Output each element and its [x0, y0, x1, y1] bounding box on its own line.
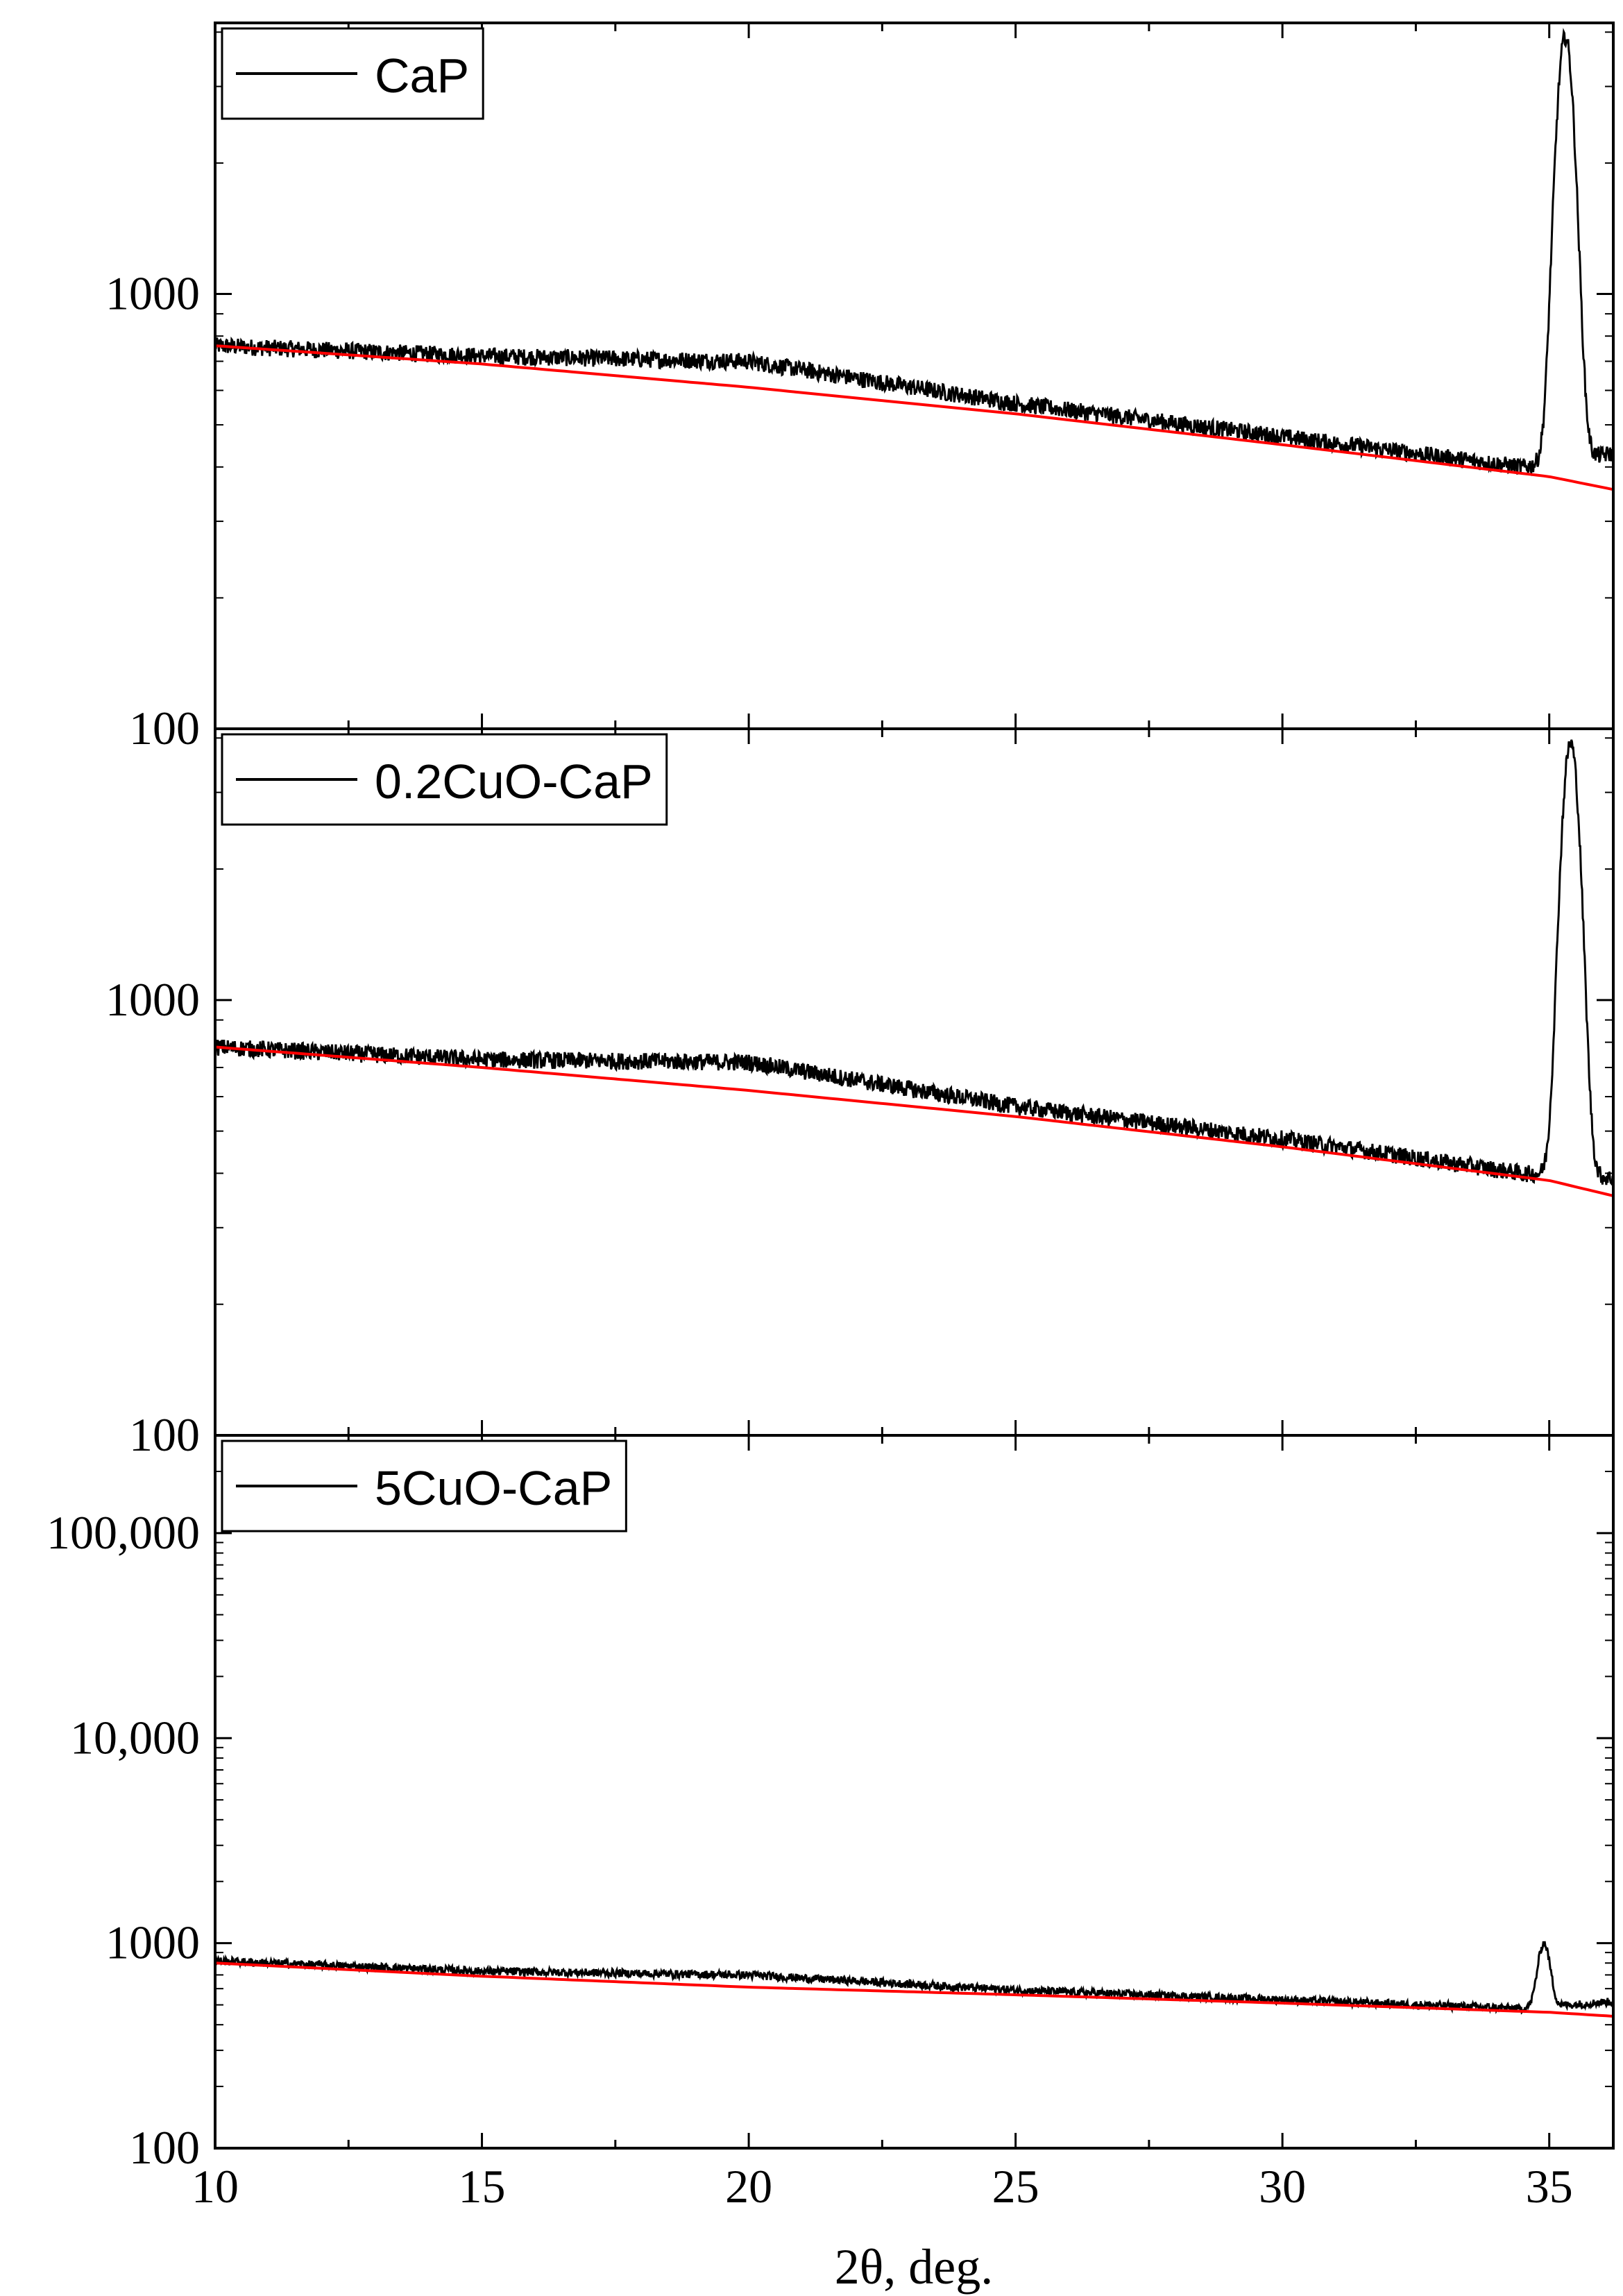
panel-1: 1000 100 CaP — [105, 22, 1615, 754]
legend-label: CaP — [375, 49, 469, 103]
background-fit-line — [216, 1045, 1612, 1197]
y-tick-label: 100 — [129, 1408, 200, 1461]
y-tick-label: 1000 — [105, 1916, 200, 1969]
legend-label: 0.2CuO-CaP — [375, 754, 653, 809]
y-tick-label: 100 — [129, 702, 200, 754]
y-tick-label: 100,000 — [46, 1506, 200, 1559]
x-tick-label: 20 — [725, 2160, 772, 2213]
y-tick-label: 10,000 — [70, 1711, 200, 1764]
x-tick-label: 15 — [459, 2160, 506, 2213]
y-tick-label: 100 — [129, 2121, 200, 2174]
panel-2: 1000 100 0.2CuO-CaP — [105, 727, 1615, 1461]
panel-frame — [214, 727, 1615, 1437]
panel-3: 100,000 10,000 1000 100 5CuO-CaP 10 15 20 25 30 35 — [46, 1434, 1615, 2213]
legend-label: 5CuO-CaP — [375, 1461, 612, 1515]
x-tick-label: 10 — [192, 2160, 239, 2213]
background-fit-line — [216, 344, 1612, 491]
y-tick-label: 1000 — [105, 267, 200, 319]
x-tick-label: 35 — [1526, 2160, 1573, 2213]
panel-frame — [214, 1434, 1615, 2150]
x-tick-label: 30 — [1259, 2160, 1306, 2213]
panels-layer: 1000 100 CaP 1000 100 0.2CuO-CaP 100,000 10,000… — [46, 22, 1615, 2213]
panel-frame — [214, 22, 1615, 730]
measured-pattern-line — [216, 739, 1612, 1186]
x-tick-label: 25 — [992, 2160, 1039, 2213]
measured-pattern-line — [216, 1941, 1612, 2015]
y-tick-label: 1000 — [105, 973, 200, 1026]
x-axis-title: 2θ, deg. — [835, 2239, 993, 2295]
background-fit-line — [216, 1961, 1612, 2018]
